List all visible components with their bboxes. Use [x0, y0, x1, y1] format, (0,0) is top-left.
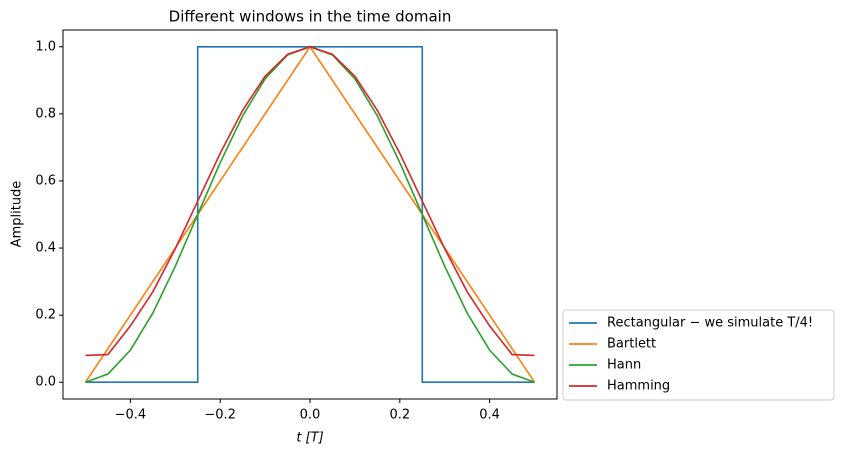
x-tick-label: 0.4	[479, 408, 500, 423]
legend-label: Rectangular − we simulate T/4!	[607, 316, 813, 331]
series-line	[84, 45, 536, 383]
legend-box	[562, 309, 835, 401]
y-tick-label: 0.4	[35, 241, 56, 256]
series-line	[85, 45, 535, 357]
plot-frame	[62, 29, 558, 400]
x-tick-label: −0.2	[204, 408, 236, 423]
x-tick-label: 0.2	[389, 408, 410, 423]
legend-label: Bartlett	[607, 337, 656, 352]
series-line	[85, 45, 535, 383]
x-axis-label: t [T]	[296, 431, 323, 446]
legend-label: Hamming	[607, 379, 670, 394]
y-tick-label: 0.2	[35, 308, 56, 323]
series-line	[85, 45, 535, 384]
legend-label: Hann	[607, 358, 641, 373]
x-tick-label: −0.4	[115, 408, 147, 423]
x-tick-label: 0.0	[300, 408, 321, 423]
y-tick-label: 0.8	[35, 106, 56, 121]
chart-title: Different windows in the time domain	[169, 8, 452, 26]
y-tick-label: 0.0	[35, 375, 56, 390]
y-tick-label: 0.6	[35, 173, 56, 188]
y-tick-label: 1.0	[35, 39, 56, 54]
y-axis-label: Amplitude	[10, 181, 25, 248]
